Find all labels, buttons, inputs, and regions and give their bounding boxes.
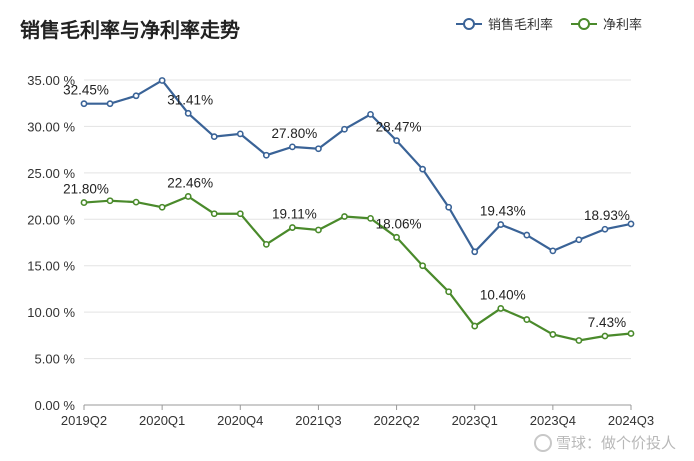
legend-label-net-margin: 净利率 <box>602 18 642 33</box>
data-point <box>497 221 505 228</box>
x-tick-label: 2024Q3 <box>608 413 654 428</box>
data-point <box>523 231 531 239</box>
data-point <box>549 331 557 338</box>
data-label: 28.47% <box>376 120 422 135</box>
y-tick-label: 15.00 % <box>27 259 75 274</box>
y-tick-label: 25.00 % <box>27 166 75 181</box>
x-tick-label: 2022Q2 <box>373 413 419 428</box>
data-label: 10.40% <box>480 287 526 302</box>
x-tick-label: 2021Q3 <box>295 413 341 428</box>
series-line-2 <box>83 195 632 342</box>
data-point <box>627 330 635 337</box>
data-point <box>445 288 453 296</box>
y-tick-label: 0.00 % <box>35 398 76 413</box>
data-point <box>106 197 114 205</box>
data-point <box>627 220 635 228</box>
data-point <box>106 100 114 108</box>
data-point <box>341 213 348 220</box>
data-point <box>523 316 531 323</box>
data-point <box>367 110 374 118</box>
x-tick-label: 2019Q2 <box>61 413 107 428</box>
legend-label-gross-margin: 销售毛利率 <box>487 18 553 33</box>
legend-item-net-margin[interactable]: 净利率 <box>570 14 642 33</box>
legend-swatch-net-margin <box>570 17 597 30</box>
data-point <box>158 77 166 84</box>
data-point <box>419 262 427 270</box>
data-point <box>210 210 218 218</box>
data-point <box>158 203 166 211</box>
data-point <box>236 130 244 138</box>
watermark-text: 雪球：做个价投人 <box>555 434 676 452</box>
data-point <box>80 100 88 108</box>
series-line-1 <box>84 79 632 254</box>
data-point <box>262 151 270 159</box>
y-tick-label: 20.00 % <box>27 212 75 227</box>
data-point <box>575 337 583 344</box>
legend-swatch-gross-margin <box>455 17 482 30</box>
data-point <box>419 165 427 173</box>
data-label: 7.43% <box>588 315 626 330</box>
data-point <box>184 193 192 200</box>
data-point <box>315 145 322 153</box>
data-point <box>236 210 244 218</box>
data-point <box>315 226 322 234</box>
data-label: 18.93% <box>584 208 630 223</box>
x-tick-label: 2020Q4 <box>217 413 263 428</box>
data-label: 19.43% <box>480 204 526 219</box>
data-point <box>132 198 140 206</box>
x-tick-label: 2023Q1 <box>452 413 498 428</box>
data-point <box>184 109 192 117</box>
x-tick-label: 2023Q4 <box>530 413 576 428</box>
data-point <box>367 214 374 222</box>
y-tick-label: 30.00 % <box>27 119 75 134</box>
data-point <box>549 247 557 255</box>
data-point <box>288 224 296 231</box>
y-tick-label: 5.00 % <box>35 352 76 367</box>
data-point <box>471 322 479 330</box>
data-point <box>80 199 88 206</box>
data-point <box>575 236 583 244</box>
snowball-logo-icon <box>533 433 552 452</box>
data-label: 27.80% <box>271 126 317 141</box>
data-point <box>393 137 400 145</box>
y-tick-label: 35.00 % <box>27 73 75 88</box>
data-label: 19.11% <box>272 207 317 222</box>
data-point <box>262 240 270 248</box>
data-point <box>341 125 348 133</box>
data-point <box>393 233 400 241</box>
data-label: 18.06% <box>376 216 422 231</box>
data-label: 31.41% <box>167 92 213 107</box>
data-point <box>497 305 505 312</box>
chart-legend: 销售毛利率 净利率 <box>455 14 642 33</box>
data-label: 32.45% <box>63 83 109 98</box>
x-tick-label: 2020Q1 <box>139 413 185 428</box>
data-point <box>132 92 140 100</box>
chart-title: 销售毛利率与净利率走势 <box>20 18 240 42</box>
data-label: 21.80% <box>63 182 109 197</box>
data-point <box>471 248 479 256</box>
legend-item-gross-margin[interactable]: 销售毛利率 <box>455 14 553 33</box>
data-point <box>210 133 218 141</box>
data-point <box>601 332 609 340</box>
data-point <box>601 225 609 233</box>
data-point <box>445 203 453 211</box>
y-tick-label: 10.00 % <box>27 305 75 320</box>
watermark: 雪球：做个价投人 <box>533 432 676 453</box>
data-point <box>288 143 296 151</box>
data-label: 22.46% <box>167 175 213 190</box>
